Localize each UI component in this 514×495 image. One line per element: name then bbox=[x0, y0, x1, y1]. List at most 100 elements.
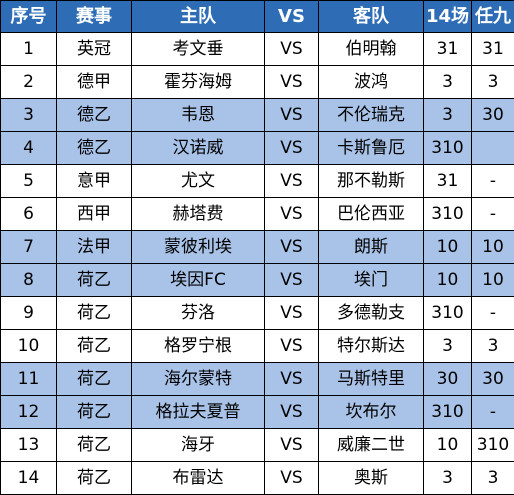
cell-league: 荷乙 bbox=[57, 429, 132, 462]
cell-away-team: 埃门 bbox=[319, 264, 424, 297]
cell-away-team: 威廉二世 bbox=[319, 429, 424, 462]
cell-league: 德甲 bbox=[57, 66, 132, 99]
cell-14-pick: 10 bbox=[424, 231, 472, 264]
cell-no: 6 bbox=[1, 198, 57, 231]
cell-no: 14 bbox=[1, 462, 57, 495]
cell-away-team: 马斯特里 bbox=[319, 363, 424, 396]
cell-league: 法甲 bbox=[57, 231, 132, 264]
cell-r9-pick: 30 bbox=[472, 99, 514, 132]
cell-home-team: 海牙 bbox=[132, 429, 265, 462]
header-r9: 任九 bbox=[472, 1, 514, 33]
cell-r9-pick: - bbox=[472, 297, 514, 330]
cell-r9-pick: - bbox=[472, 165, 514, 198]
cell-14-pick: 310 bbox=[424, 297, 472, 330]
cell-home-team: 格拉夫夏普 bbox=[132, 396, 265, 429]
cell-r9-pick: 30 bbox=[472, 363, 514, 396]
cell-away-team: 巴伦西亚 bbox=[319, 198, 424, 231]
cell-home-team: 汉诺威 bbox=[132, 132, 265, 165]
cell-vs: VS bbox=[265, 429, 319, 462]
cell-home-team: 布雷达 bbox=[132, 462, 265, 495]
cell-r9-pick: 3 bbox=[472, 66, 514, 99]
cell-no: 11 bbox=[1, 363, 57, 396]
cell-league: 西甲 bbox=[57, 198, 132, 231]
cell-vs: VS bbox=[265, 264, 319, 297]
cell-14-pick: 31 bbox=[424, 165, 472, 198]
cell-r9-pick: 310 bbox=[472, 429, 514, 462]
cell-home-team: 芬洛 bbox=[132, 297, 265, 330]
cell-home-team: 埃因FC bbox=[132, 264, 265, 297]
cell-no: 9 bbox=[1, 297, 57, 330]
cell-r9-pick: 3 bbox=[472, 330, 514, 363]
cell-vs: VS bbox=[265, 165, 319, 198]
cell-home-team: 霍芬海姆 bbox=[132, 66, 265, 99]
cell-no: 7 bbox=[1, 231, 57, 264]
cell-r9-pick: 31 bbox=[472, 33, 514, 66]
cell-away-team: 伯明翰 bbox=[319, 33, 424, 66]
cell-r9-pick: 10 bbox=[472, 231, 514, 264]
cell-away-team: 朗斯 bbox=[319, 231, 424, 264]
cell-no: 4 bbox=[1, 132, 57, 165]
cell-league: 意甲 bbox=[57, 165, 132, 198]
cell-vs: VS bbox=[265, 66, 319, 99]
cell-league: 荷乙 bbox=[57, 297, 132, 330]
cell-no: 1 bbox=[1, 33, 57, 66]
cell-14-pick: 310 bbox=[424, 396, 472, 429]
cell-vs: VS bbox=[265, 198, 319, 231]
cell-league: 德乙 bbox=[57, 132, 132, 165]
cell-no: 13 bbox=[1, 429, 57, 462]
cell-vs: VS bbox=[265, 330, 319, 363]
cell-home-team: 韦恩 bbox=[132, 99, 265, 132]
cell-league: 英冠 bbox=[57, 33, 132, 66]
cell-14-pick: 310 bbox=[424, 198, 472, 231]
cell-14-pick: 10 bbox=[424, 429, 472, 462]
cell-home-team: 蒙彼利埃 bbox=[132, 231, 265, 264]
cell-14-pick: 10 bbox=[424, 264, 472, 297]
cell-vs: VS bbox=[265, 396, 319, 429]
cell-away-team: 奥斯 bbox=[319, 462, 424, 495]
cell-14-pick: 3 bbox=[424, 330, 472, 363]
cell-away-team: 卡斯鲁厄 bbox=[319, 132, 424, 165]
cell-no: 2 bbox=[1, 66, 57, 99]
cell-league: 荷乙 bbox=[57, 330, 132, 363]
cell-r9-pick bbox=[472, 132, 514, 165]
cell-no: 10 bbox=[1, 330, 57, 363]
cell-vs: VS bbox=[265, 99, 319, 132]
cell-league: 德乙 bbox=[57, 99, 132, 132]
cell-away-team: 波鸿 bbox=[319, 66, 424, 99]
cell-r9-pick: 3 bbox=[472, 462, 514, 495]
header-home: 主队 bbox=[132, 1, 265, 33]
cell-14-pick: 31 bbox=[424, 33, 472, 66]
cell-14-pick: 3 bbox=[424, 66, 472, 99]
cell-league: 荷乙 bbox=[57, 363, 132, 396]
cell-away-team: 特尔斯达 bbox=[319, 330, 424, 363]
cell-r9-pick: 10 bbox=[472, 264, 514, 297]
cell-no: 12 bbox=[1, 396, 57, 429]
cell-r9-pick: - bbox=[472, 396, 514, 429]
header-vs: VS bbox=[265, 1, 319, 33]
cell-home-team: 赫塔费 bbox=[132, 198, 265, 231]
cell-vs: VS bbox=[265, 33, 319, 66]
cell-vs: VS bbox=[265, 231, 319, 264]
cell-no: 5 bbox=[1, 165, 57, 198]
cell-away-team: 不伦瑞克 bbox=[319, 99, 424, 132]
cell-league: 荷乙 bbox=[57, 264, 132, 297]
cell-14-pick: 30 bbox=[424, 363, 472, 396]
header-no: 序号 bbox=[1, 1, 57, 33]
cell-14-pick: 3 bbox=[424, 462, 472, 495]
